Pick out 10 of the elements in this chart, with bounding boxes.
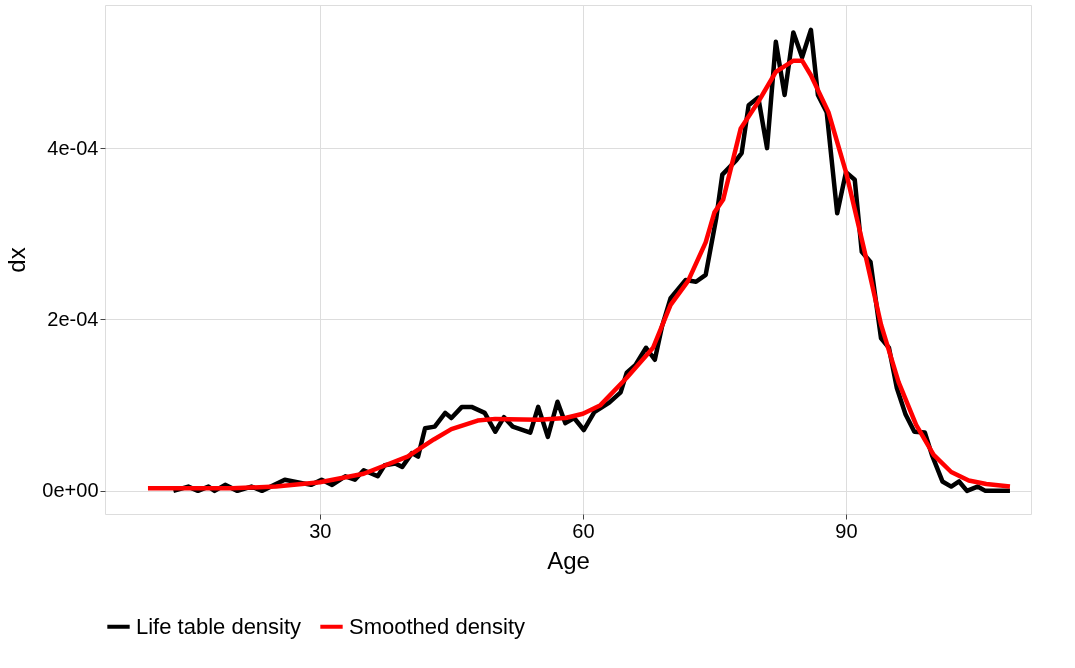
- legend-label: Life table density: [136, 613, 302, 639]
- x-tick-label: 60: [572, 519, 595, 542]
- x-axis-title: Age: [547, 546, 590, 574]
- y-axis-title: dx: [3, 247, 31, 273]
- legend-label: Smoothed density: [349, 613, 526, 639]
- x-tick-label: 90: [835, 519, 858, 542]
- y-tick-label: 2e-04: [47, 307, 99, 330]
- y-tick-label: 4e-04: [47, 136, 99, 159]
- y-tick-label: 0e+00: [42, 479, 99, 502]
- x-tick-label: 30: [309, 519, 332, 542]
